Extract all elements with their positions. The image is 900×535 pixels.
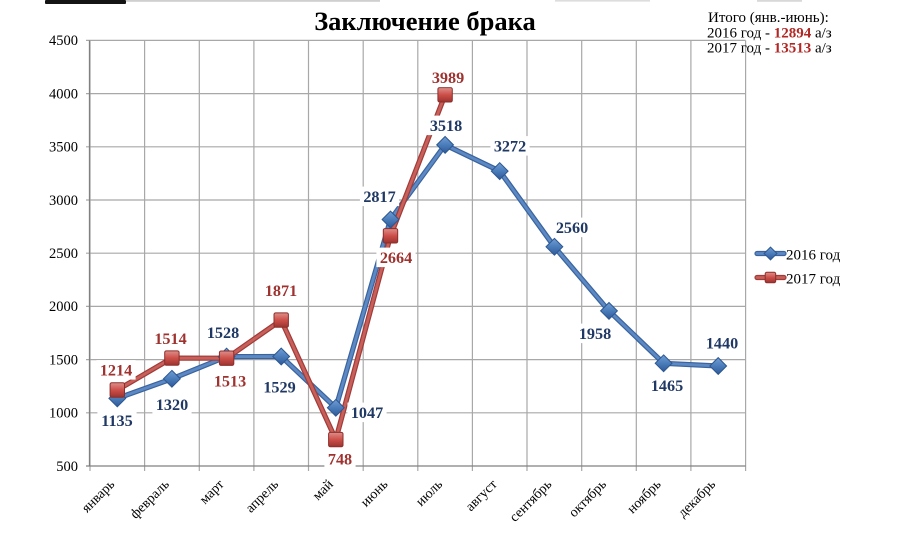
svg-text:2664: 2664 bbox=[380, 249, 412, 267]
svg-text:3272: 3272 bbox=[494, 138, 526, 156]
svg-text:1047: 1047 bbox=[351, 404, 383, 422]
svg-text:1513: 1513 bbox=[214, 373, 246, 391]
svg-text:1871: 1871 bbox=[265, 282, 297, 300]
svg-text:1440: 1440 bbox=[706, 335, 738, 353]
svg-text:2817: 2817 bbox=[363, 188, 395, 206]
svg-text:1135: 1135 bbox=[101, 412, 132, 430]
svg-text:2500: 2500 bbox=[49, 246, 78, 262]
svg-text:3518: 3518 bbox=[430, 117, 462, 135]
svg-text:2000: 2000 bbox=[49, 299, 78, 315]
svg-text:1528: 1528 bbox=[207, 324, 239, 342]
svg-text:1320: 1320 bbox=[156, 396, 188, 414]
svg-text:1465: 1465 bbox=[651, 377, 683, 395]
svg-text:1500: 1500 bbox=[49, 352, 78, 368]
svg-text:4000: 4000 bbox=[49, 86, 78, 102]
svg-text:1958: 1958 bbox=[579, 325, 611, 343]
svg-text:3500: 3500 bbox=[49, 140, 78, 156]
svg-text:4500: 4500 bbox=[49, 33, 78, 49]
svg-text:3989: 3989 bbox=[432, 69, 464, 87]
svg-text:2017 год - 13513 а/з: 2017 год - 13513 а/з bbox=[707, 41, 832, 57]
svg-text:500: 500 bbox=[56, 459, 78, 475]
svg-text:748: 748 bbox=[328, 451, 352, 469]
svg-text:1214: 1214 bbox=[100, 362, 132, 380]
svg-text:Итого (янв.-июнь):: Итого (янв.-июнь): bbox=[708, 10, 829, 26]
svg-text:2560: 2560 bbox=[556, 219, 588, 237]
svg-text:3000: 3000 bbox=[49, 193, 78, 209]
svg-text:1514: 1514 bbox=[154, 330, 186, 348]
svg-text:2017 год: 2017 год bbox=[786, 272, 841, 288]
svg-text:1000: 1000 bbox=[49, 406, 78, 422]
svg-text:Заключение брака: Заключение брака bbox=[314, 6, 536, 36]
svg-text:1529: 1529 bbox=[263, 379, 295, 397]
svg-text:2016 год - 12894 а/з: 2016 год - 12894 а/з bbox=[707, 25, 832, 41]
svg-text:2016 год: 2016 год bbox=[786, 248, 841, 264]
